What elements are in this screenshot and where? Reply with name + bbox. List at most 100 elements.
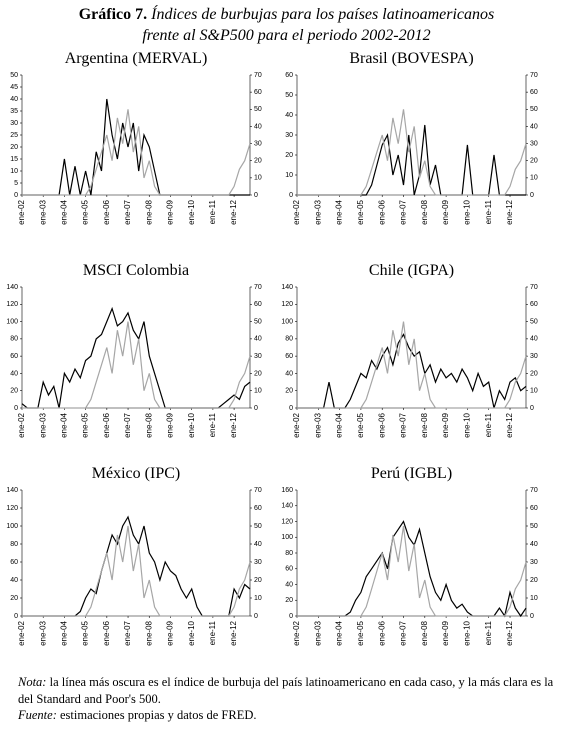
y-tick-label: 60 (10, 559, 18, 566)
y2-tick-label: 50 (530, 106, 538, 113)
x-tick-label: ene-06 (377, 199, 386, 224)
y-tick-label: 80 (10, 336, 18, 343)
y-tick-label: 60 (285, 353, 293, 360)
x-tick-label: ene-12 (505, 412, 514, 437)
y2-tick-label: 20 (530, 370, 538, 377)
x-tick-label: ene-12 (229, 199, 238, 224)
x-tick-label: ene-06 (102, 199, 111, 224)
title-text: frente al S&P500 para el periodo 2002-20… (142, 27, 431, 44)
notes: Nota: la línea más oscura es el índice d… (18, 674, 568, 724)
series-line (297, 124, 526, 196)
series-line (297, 321, 527, 409)
y2-tick-label: 30 (254, 353, 262, 360)
x-tick-label: ene-03 (38, 620, 47, 645)
x-tick-label: ene-07 (123, 620, 132, 645)
source-label: Fuente: (18, 708, 57, 722)
y-tick-label: 80 (285, 336, 293, 343)
x-tick-label: ene-03 (313, 199, 322, 224)
y2-tick-label: 70 (254, 72, 262, 79)
y-tick-label: 100 (281, 534, 293, 541)
y2-tick-label: 30 (530, 140, 538, 147)
x-tick-label: ene-04 (60, 199, 69, 224)
y2-tick-label: 0 (530, 405, 534, 412)
note-label: Nota: (18, 675, 47, 689)
y2-tick-label: 20 (530, 158, 538, 165)
x-tick-label: ene-06 (102, 412, 111, 437)
x-tick-label: ene-07 (123, 412, 132, 437)
y-tick-label: 25 (10, 132, 18, 139)
y-tick-label: 40 (10, 370, 18, 377)
y2-tick-label: 60 (254, 505, 262, 512)
y-tick-label: 80 (285, 550, 293, 557)
series-line (22, 109, 251, 196)
y2-tick-label: 40 (254, 336, 262, 343)
title-bold: Gráfico 7. (78, 6, 148, 23)
y2-tick-label: 0 (530, 192, 534, 199)
x-tick-label: ene-05 (356, 412, 365, 437)
x-tick-label: ene-08 (144, 620, 153, 645)
y-tick-label: 20 (285, 388, 293, 395)
y2-tick-label: 50 (254, 106, 262, 113)
y2-tick-label: 70 (254, 284, 262, 291)
y-tick-label: 120 (281, 301, 293, 308)
title-text: Índices de burbujas para los países lati… (151, 6, 495, 23)
x-tick-label: ene-04 (60, 412, 69, 437)
y2-tick-label: 10 (254, 595, 262, 602)
y-tick-label: 0 (289, 405, 293, 412)
y-tick-label: 0 (14, 192, 18, 199)
y-tick-label: 100 (6, 523, 18, 530)
source-text: estimaciones propias y datos de FRED. (60, 708, 257, 722)
x-tick-label: ene-11 (208, 199, 217, 224)
y2-tick-label: 70 (530, 72, 538, 79)
x-tick-label: ene-06 (377, 412, 386, 437)
y-tick-label: 20 (10, 144, 18, 151)
y-tick-label: 5 (14, 180, 18, 187)
chart-title: Chile (IGPA) (369, 262, 454, 279)
y2-tick-label: 60 (530, 505, 538, 512)
y-tick-label: 60 (285, 566, 293, 573)
y2-tick-label: 30 (254, 140, 262, 147)
x-tick-label: ene-09 (166, 199, 175, 224)
x-tick-label: ene-05 (356, 199, 365, 224)
y-tick-label: 120 (6, 301, 18, 308)
y-tick-label: 0 (289, 192, 293, 199)
y-tick-label: 40 (10, 577, 18, 584)
series-line (22, 525, 251, 617)
x-tick-label: ene-06 (377, 620, 386, 645)
x-tick-label: ene-10 (187, 412, 196, 437)
chart-title: Argentina (MERVAL) (65, 50, 208, 67)
y2-tick-label: 50 (530, 318, 538, 325)
y2-tick-label: 30 (530, 353, 538, 360)
x-tick-label: ene-02 (292, 412, 301, 437)
y2-tick-label: 10 (530, 175, 538, 182)
y2-tick-label: 70 (254, 487, 262, 494)
y-tick-label: 120 (281, 518, 293, 525)
x-tick-label: ene-12 (229, 412, 238, 437)
x-tick-label: ene-12 (229, 620, 238, 645)
y2-tick-label: 10 (254, 388, 262, 395)
x-tick-label: ene-07 (123, 199, 132, 224)
x-tick-label: ene-10 (463, 199, 472, 224)
y2-tick-label: 40 (530, 336, 538, 343)
y-tick-label: 0 (14, 613, 18, 620)
y-tick-label: 15 (10, 156, 18, 163)
y2-tick-label: 20 (254, 158, 262, 165)
x-tick-label: ene-04 (60, 620, 69, 645)
y-tick-label: 45 (10, 84, 18, 91)
y-tick-label: 40 (285, 112, 293, 119)
y2-tick-label: 50 (254, 318, 262, 325)
y-tick-label: 140 (6, 487, 18, 494)
y-tick-label: 100 (6, 318, 18, 325)
y-tick-label: 160 (281, 487, 293, 494)
y-tick-label: 10 (285, 172, 293, 179)
x-tick-label: ene-06 (102, 620, 111, 645)
y2-tick-label: 10 (530, 595, 538, 602)
y-tick-label: 20 (10, 388, 18, 395)
y2-tick-label: 70 (530, 284, 538, 291)
x-tick-label: ene-11 (484, 199, 493, 224)
x-tick-label: ene-11 (484, 412, 493, 437)
y-tick-label: 60 (10, 353, 18, 360)
chart-title: Perú (IGBL) (371, 465, 452, 482)
